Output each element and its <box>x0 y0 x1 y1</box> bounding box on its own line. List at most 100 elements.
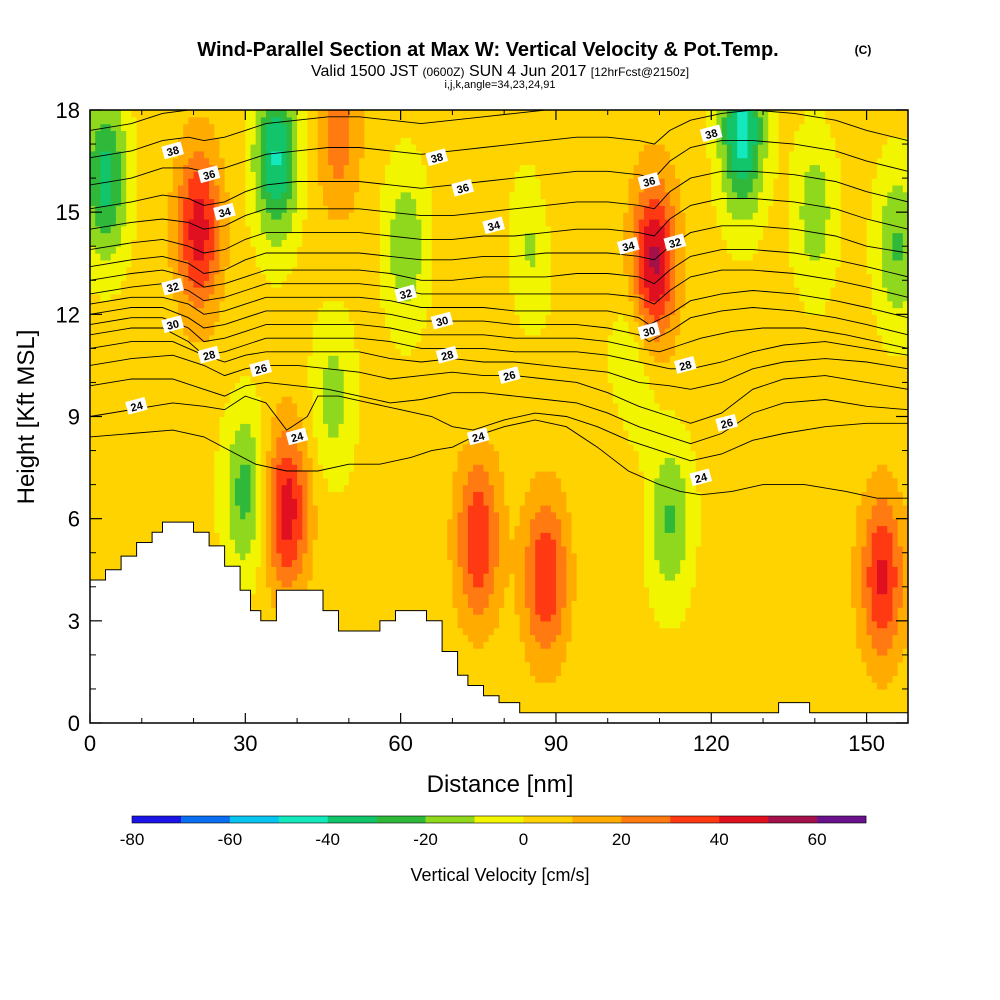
velocity-cell <box>804 566 811 574</box>
velocity-cell <box>866 688 873 697</box>
velocity-cell <box>794 511 800 520</box>
velocity-cell <box>524 668 531 676</box>
velocity-cell <box>851 627 857 636</box>
velocity-cell <box>669 559 676 567</box>
velocity-cell <box>618 511 624 520</box>
velocity-cell <box>643 702 650 710</box>
velocity-cell <box>581 675 588 683</box>
velocity-cell <box>778 539 785 547</box>
velocity-cell <box>763 634 769 642</box>
velocity-cell <box>436 525 443 533</box>
velocity-cell <box>540 593 547 601</box>
velocity-cell <box>623 614 630 622</box>
velocity-cell <box>856 518 863 527</box>
velocity-cell <box>737 614 743 622</box>
velocity-cell <box>706 614 712 622</box>
velocity-cell <box>576 688 583 697</box>
velocity-cell <box>483 607 490 615</box>
velocity-cell <box>457 586 464 595</box>
velocity-cell <box>328 573 334 581</box>
velocity-cell <box>675 607 681 615</box>
velocity-cell <box>649 532 655 540</box>
velocity-cell <box>778 525 785 533</box>
velocity-cell <box>457 532 464 540</box>
velocity-cell <box>706 518 712 527</box>
velocity-cell <box>716 511 723 520</box>
velocity-cell <box>706 688 712 697</box>
velocity-cell <box>825 573 831 581</box>
velocity-cell <box>385 552 391 561</box>
velocity-cell <box>121 511 127 520</box>
velocity-cell <box>369 552 376 561</box>
velocity-cell <box>851 634 857 642</box>
velocity-cell <box>845 511 852 520</box>
velocity-cell <box>245 573 252 581</box>
velocity-cell <box>747 634 754 642</box>
velocity-cell <box>649 702 655 710</box>
velocity-cell <box>524 600 531 608</box>
velocity-cell <box>783 600 790 608</box>
velocity-cell <box>504 620 510 629</box>
velocity-cell <box>851 559 857 567</box>
velocity-cell <box>276 539 283 547</box>
velocity-cell <box>690 511 697 520</box>
velocity-cell <box>416 518 422 527</box>
velocity-cell <box>700 532 707 540</box>
velocity-cell <box>819 614 826 622</box>
velocity-cell <box>654 552 661 561</box>
velocity-cell <box>364 573 371 581</box>
velocity-cell <box>643 573 650 581</box>
velocity-cell <box>214 511 221 520</box>
velocity-cell <box>338 559 345 567</box>
velocity-cell <box>649 586 655 595</box>
velocity-cell <box>587 593 593 601</box>
velocity-cell <box>866 545 873 554</box>
velocity-cell <box>768 634 774 642</box>
velocity-cell <box>462 620 469 629</box>
velocity-cell <box>685 675 692 683</box>
velocity-cell <box>851 661 857 670</box>
velocity-cell <box>602 511 609 520</box>
velocity-cell <box>343 559 350 567</box>
velocity-cell <box>333 539 340 547</box>
velocity-cell <box>814 607 821 615</box>
velocity-cell <box>488 539 495 547</box>
velocity-cell <box>851 552 857 561</box>
velocity-cell <box>354 539 360 547</box>
velocity-cell <box>452 511 459 520</box>
velocity-cell <box>473 614 479 622</box>
velocity-cell <box>297 525 303 533</box>
velocity-cell <box>530 505 536 513</box>
velocity-cell <box>338 518 345 527</box>
velocity-cell <box>519 614 526 622</box>
velocity-cell <box>291 532 298 540</box>
velocity-cell <box>530 695 536 704</box>
velocity-cell <box>871 654 878 663</box>
velocity-cell <box>638 579 645 588</box>
velocity-cell <box>550 614 557 622</box>
velocity-cell <box>271 518 277 527</box>
velocity-cell <box>146 511 153 520</box>
velocity-cell <box>768 614 774 622</box>
velocity-cell <box>861 600 868 608</box>
velocity-cell <box>462 505 469 513</box>
velocity-cell <box>887 614 894 622</box>
velocity-cell <box>861 634 868 642</box>
velocity-cell <box>478 648 485 656</box>
velocity-cell <box>737 648 743 656</box>
velocity-cell <box>328 525 334 533</box>
velocity-cell <box>747 702 754 710</box>
velocity-cell <box>509 532 516 540</box>
velocity-cell <box>457 641 464 649</box>
velocity-cell <box>452 552 459 561</box>
velocity-cell <box>286 552 293 561</box>
velocity-cell <box>473 620 479 629</box>
velocity-cell <box>690 668 697 676</box>
velocity-cell <box>695 573 702 581</box>
velocity-cell <box>369 614 376 622</box>
velocity-cell <box>126 511 133 520</box>
velocity-cell <box>654 695 661 704</box>
velocity-cell <box>587 525 593 533</box>
velocity-cell <box>488 511 495 520</box>
